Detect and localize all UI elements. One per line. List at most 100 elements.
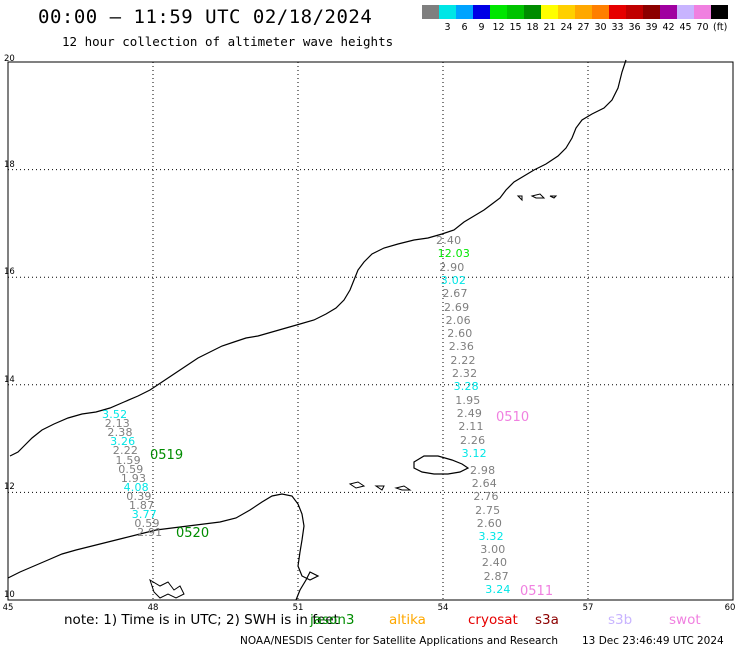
colorbar-swatch: [609, 5, 626, 19]
wave-height-reading: 3.24: [485, 582, 511, 596]
wave-height-reading: 3.32: [478, 530, 504, 543]
wave-height-reading: 1.59: [115, 453, 141, 467]
satellite-legend-cryosat: cryosat: [468, 612, 518, 628]
latitude-tick-label: 18: [4, 159, 15, 170]
longitude-tick-label: 48: [147, 603, 159, 613]
wave-height-reading: 2.98: [470, 464, 496, 477]
wave-height-reading: 2.38: [107, 426, 133, 440]
colorbar-tick-label: 12: [492, 22, 505, 33]
colorbar-tick-label: 9: [478, 22, 485, 33]
wave-height-reading: 2.87: [483, 569, 509, 583]
colorbar-tick-label: 21: [543, 22, 556, 33]
track-time-label: 0511: [520, 584, 554, 599]
latitude-tick-label: 14: [4, 374, 15, 385]
wave-height-reading: 3.77: [131, 508, 157, 522]
colorbar-tick-label: 15: [509, 22, 522, 33]
wave-height-reading: 2.91: [137, 526, 163, 540]
somalia-tip-detail: [149, 578, 185, 599]
colorbar-swatch: [626, 5, 643, 19]
wave-height-reading: 2.26: [460, 433, 486, 447]
wave-height-reading: 2.36: [448, 340, 475, 354]
wave-height-reading: 2.90: [439, 260, 465, 274]
satellite-legend-jason3: jason3: [310, 612, 355, 628]
latitude-tick-label: 10: [4, 590, 15, 600]
colorbar-tick-label: 30: [594, 22, 607, 33]
colorbar-swatch: [524, 5, 541, 19]
longitude-tick-label: 54: [437, 603, 449, 613]
wave-height-reading: 1.87: [129, 499, 155, 512]
longitude-tick-label: 57: [582, 603, 594, 613]
track-time-label: 0519: [150, 448, 184, 463]
colorbar-tick-label: 33: [611, 22, 624, 33]
coastline-africa: [7, 493, 320, 601]
satellite-legend-swot: swot: [669, 612, 701, 628]
colorbar-swatch: [694, 5, 711, 19]
map-frame: [7, 61, 734, 601]
colorbar-tick-label: 3: [444, 22, 451, 33]
colorbar-tick-label: 18: [526, 22, 539, 33]
latitude-tick-label: 16: [4, 267, 15, 278]
wave-height-reading: 12.03: [437, 247, 471, 261]
colorbar-swatch: [541, 5, 558, 19]
colorbar-swatch: [711, 5, 728, 19]
wave-height-reading: 2.49: [456, 406, 483, 420]
wave-height-reading: 2.40: [481, 556, 508, 570]
wave-height-reading: 2.60: [476, 516, 503, 530]
graticule: [8, 62, 733, 600]
page-title: 00:00 – 11:59 UTC 02/18/2024: [38, 6, 373, 28]
wave-height-reading: 0.59: [118, 462, 144, 476]
wave-height-reading: 3.00: [480, 543, 506, 557]
wave-height-reading: 2.06: [445, 313, 471, 327]
wave-height-reading: 2.64: [471, 477, 497, 491]
track-time-label: 0510: [496, 410, 530, 425]
wave-height-reading: 3.52: [102, 408, 128, 421]
socotra-island: [413, 455, 470, 475]
colorbar-swatch: [422, 5, 439, 19]
colorbar-swatch: [558, 5, 575, 19]
colorbar-tick-label: 27: [577, 22, 590, 33]
wave-height-reading: 3.02: [440, 273, 467, 287]
colorbar-tick-label: 45: [679, 22, 692, 33]
colorbar-tick-label: 39: [645, 22, 658, 33]
colorbar-swatch: [660, 5, 677, 19]
colorbar-swatch: [592, 5, 609, 19]
colorbar-tick-label: 36: [628, 22, 641, 33]
colorbar-swatch: [439, 5, 456, 19]
wave-height-reading: 0.59: [134, 517, 160, 531]
colorbar-swatch: [677, 5, 694, 19]
colorbar-tick-label: 24: [560, 22, 573, 33]
wave-height-reading: 3.12: [461, 446, 487, 460]
wave-height-reading: 2.40: [436, 234, 462, 247]
page-subtitle: 12 hour collection of altimeter wave hei…: [62, 34, 394, 49]
satellite-legend-altika: altika: [389, 612, 426, 628]
wave-height-reading: 2.22: [112, 444, 139, 458]
wave-height-reading: 2.67: [442, 287, 468, 301]
longitude-tick-label: 45: [2, 603, 14, 613]
satellite-legend-s3a: s3a: [535, 612, 559, 628]
small-islands: [348, 193, 558, 491]
wave-height-reading: 4.08: [123, 480, 149, 494]
wave-height-reading: 2.13: [104, 417, 130, 431]
latitude-tick-label: 12: [4, 482, 15, 493]
wave-height-reading: 1.95: [455, 393, 481, 407]
colorbar-swatch: [490, 5, 507, 19]
wave-height-reading: 2.11: [458, 420, 484, 434]
satellite-legend-s3b: s3b: [608, 612, 633, 628]
wave-height-reading: 1.93: [120, 471, 147, 485]
colorbar-swatch: [456, 5, 473, 19]
colorbar-swatch: [507, 5, 524, 19]
colorbar-unit: (ft): [713, 22, 728, 33]
latitude-tick-label: 20: [4, 54, 15, 64]
wave-height-reading: 2.69: [444, 300, 470, 314]
wave-height-reading: 2.76: [473, 490, 499, 504]
longitude-tick-label: 51: [292, 603, 304, 613]
wave-height-reading: 2.22: [450, 353, 476, 367]
wave-height-reading: 3.26: [110, 435, 136, 449]
colorbar-tick-label: 70: [696, 22, 709, 33]
wave-height-reading: 3.28: [453, 380, 479, 394]
track-time-label: 0520: [176, 526, 210, 541]
colorbar-swatch: [473, 5, 490, 19]
note-text: note: 1) Time is in UTC; 2) SWH is in fe…: [64, 612, 339, 628]
